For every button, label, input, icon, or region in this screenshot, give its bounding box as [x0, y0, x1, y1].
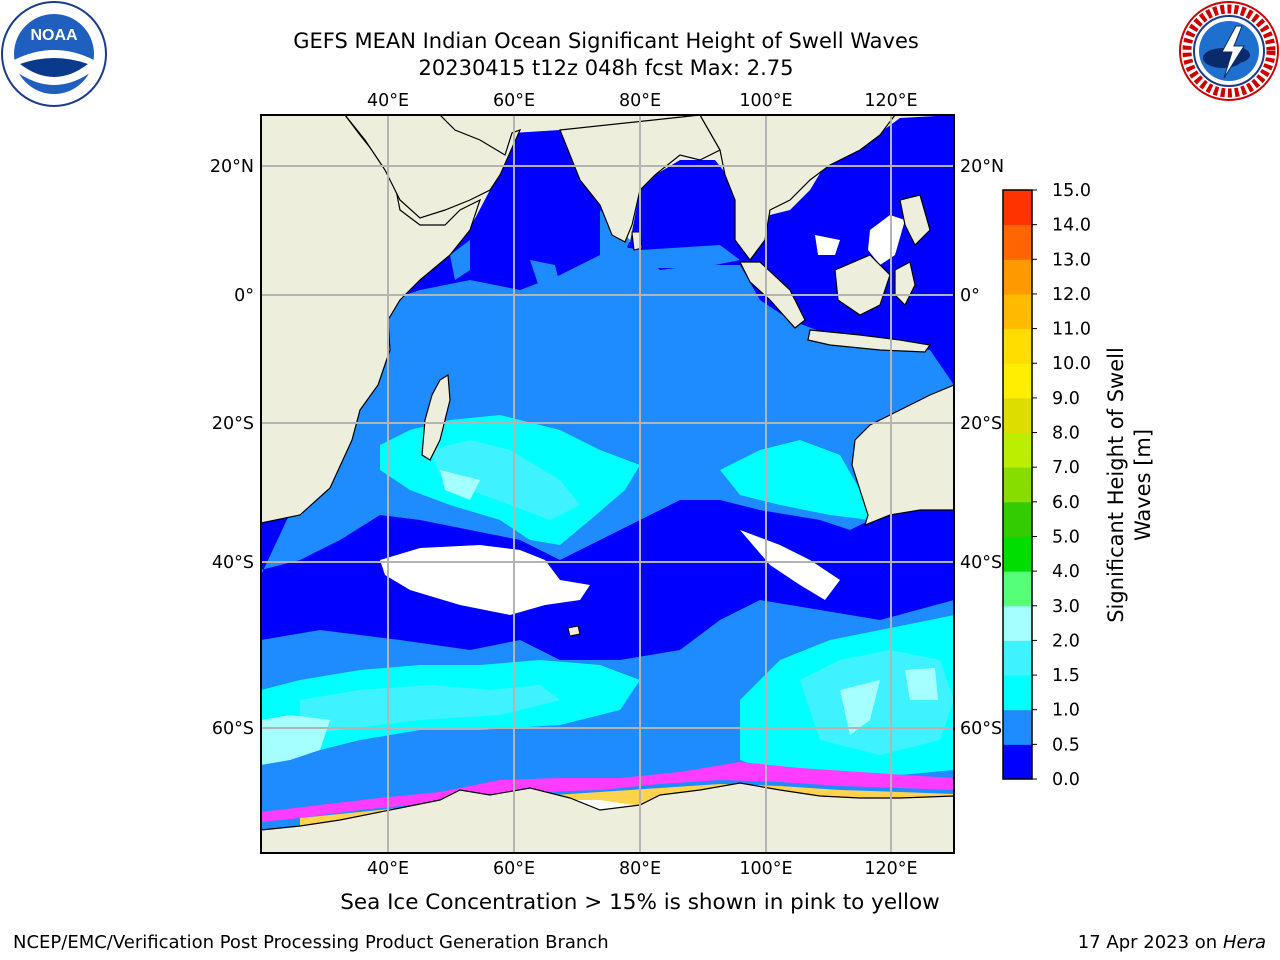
land-kerguelen — [567, 625, 581, 637]
colorbar-swatch — [1003, 675, 1032, 711]
lat-tick-right: 0° — [960, 286, 980, 306]
land-southeast-asia — [699, 115, 896, 261]
colorbar-level-label: 1.5 — [1052, 666, 1080, 686]
sea-ice-caption: Sea Ice Concentration > 15% is shown in … — [340, 890, 940, 915]
lat-tick-left: 40°S — [212, 553, 254, 573]
colorbar-swatch — [1003, 328, 1032, 364]
lat-tick-right: 20°S — [960, 414, 1002, 434]
colorbar-swatch — [1003, 605, 1032, 641]
colorbar-level-label: 14.0 — [1052, 216, 1091, 236]
colorbar-level-label: 9.0 — [1052, 389, 1080, 409]
ocean-region-nodata-ne — [815, 215, 905, 265]
lat-tick-left: 20°N — [210, 157, 254, 177]
lat-tick-right: 20°N — [960, 157, 1004, 177]
lon-tick-top: 80°E — [619, 91, 661, 111]
colorbar-level-label: 10.0 — [1052, 354, 1091, 374]
colorbar-swatch — [1003, 709, 1032, 745]
lon-tick-top: 60°E — [493, 91, 535, 111]
footer-date: 17 Apr 2023 on Hera — [1078, 932, 1266, 953]
ocean-patch-north — [450, 210, 740, 290]
colorbar-frame — [1002, 189, 1033, 780]
lon-tick-bottom: 120°E — [864, 859, 917, 879]
lon-tick-top: 100°E — [739, 91, 792, 111]
land-antarctica — [261, 782, 954, 853]
footer-credit: NCEP/EMC/Verification Post Processing Pr… — [13, 932, 609, 953]
noaa-logo-text: NOAA — [30, 27, 78, 44]
lon-tick-top: 40°E — [367, 91, 409, 111]
lat-tick-right: 40°S — [960, 553, 1002, 573]
colorbar-swatch — [1003, 397, 1032, 434]
colorbar-level-label: 11.0 — [1052, 320, 1091, 340]
colorbar-level-label: 3.0 — [1052, 597, 1080, 617]
lat-tick-right: 60°S — [960, 719, 1002, 739]
colorbar-swatch — [1003, 363, 1032, 399]
colorbar-level-label: 13.0 — [1052, 250, 1091, 270]
colorbar-title-line1: Significant Height of Swell — [1104, 347, 1128, 623]
colorbar-level-label: 6.0 — [1052, 493, 1080, 513]
nws-logo — [1179, 1, 1279, 101]
colorbar: 0.0 0.5 1.0 1.5 2.0 3.0 4.0 5.0 6.0 7.0 8.0 9.0 10.0… — [1002, 181, 1091, 790]
colorbar-swatch — [1003, 536, 1032, 572]
colorbar-level-label: 2.0 — [1052, 631, 1080, 651]
lat-tick-left: 60°S — [212, 719, 254, 739]
lat-tick-left: 20°S — [212, 414, 254, 434]
lat-tick-left: 0° — [234, 286, 254, 306]
colorbar-swatch — [1003, 224, 1032, 260]
lat-ticks-right: 20°N 0° 20°S 40°S 60°S — [960, 157, 1004, 739]
lon-ticks-bottom: 40°E 60°E 80°E 100°E 120°E — [367, 859, 918, 879]
colorbar-swatch — [1003, 467, 1032, 503]
footer-date-text: 17 Apr 2023 on — [1077, 932, 1223, 953]
lon-tick-bottom: 40°E — [367, 859, 409, 879]
colorbar-level-label: 8.0 — [1052, 424, 1080, 444]
colorbar-level-label: 0.5 — [1052, 735, 1080, 755]
colorbar-level-label: 7.0 — [1052, 458, 1080, 478]
footer-host: Hera — [1222, 932, 1266, 953]
land-australia — [851, 384, 954, 527]
map-plot-area — [261, 115, 954, 853]
lon-ticks-top: 40°E 60°E 80°E 100°E 120°E — [367, 91, 918, 111]
colorbar-swatch — [1003, 259, 1032, 295]
colorbar-level-label: 1.0 — [1052, 701, 1080, 721]
land-madagascar — [421, 373, 451, 461]
colorbar-swatch — [1003, 744, 1032, 780]
colorbar-level-label: 5.0 — [1052, 527, 1080, 547]
chart-subtitle: 20230415 t12z 048h fcst Max: 2.75 — [418, 56, 794, 80]
lat-ticks-left: 20°N 0° 20°S 40°S 60°S — [210, 157, 254, 739]
noaa-logo: NOAA — [1, 1, 107, 107]
colorbar-swatch — [1003, 190, 1032, 226]
colorbar-swatch — [1003, 501, 1032, 537]
land-java — [807, 329, 932, 353]
colorbar-swatch — [1003, 432, 1032, 468]
chart-title: GEFS MEAN Indian Ocean Significant Heigh… — [293, 29, 919, 53]
lon-tick-bottom: 60°E — [493, 859, 535, 879]
ocean-region-lightcyan-south — [300, 685, 560, 735]
lon-tick-bottom: 100°E — [739, 859, 792, 879]
ocean-region-cyan-east — [720, 440, 870, 520]
colorbar-title-line2: Waves [m] — [1131, 429, 1155, 541]
colorbar-swatch — [1003, 571, 1032, 607]
colorbar-level-label: 4.0 — [1052, 562, 1080, 582]
sea-ice-band-pink — [261, 762, 954, 822]
map-frame — [260, 114, 955, 854]
colorbar-swatch — [1003, 640, 1032, 676]
land-philippines — [899, 194, 931, 247]
land-borneo — [834, 254, 891, 316]
colorbar-level-label: 12.0 — [1052, 285, 1091, 305]
colorbar-swatch — [1003, 293, 1032, 330]
map-gridlines — [261, 115, 954, 853]
ocean-region-lightcyan-central — [430, 440, 580, 520]
colorbar-level-label: 0.0 — [1052, 770, 1080, 790]
colorbar-level-label: 15.0 — [1052, 181, 1091, 201]
lon-tick-top: 120°E — [864, 91, 917, 111]
lon-tick-bottom: 80°E — [619, 859, 661, 879]
